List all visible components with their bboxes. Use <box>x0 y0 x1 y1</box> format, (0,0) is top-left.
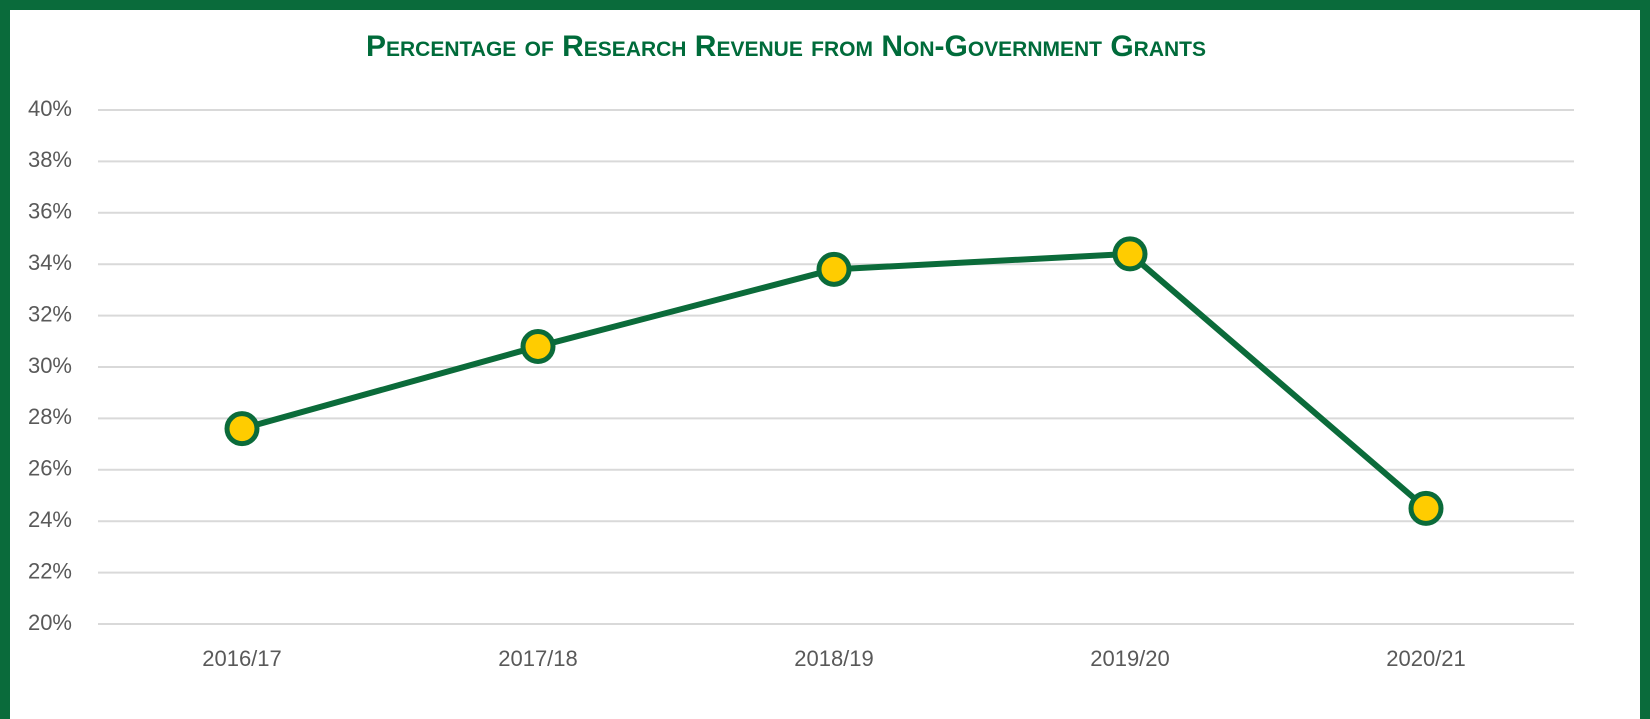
x-tick-label: 2020/21 <box>1386 646 1466 671</box>
x-tick-label: 2019/20 <box>1090 646 1170 671</box>
x-tick-label: 2017/18 <box>498 646 578 671</box>
y-tick-label: 32% <box>28 301 72 326</box>
y-tick-label: 22% <box>28 558 72 583</box>
marker <box>520 328 556 364</box>
y-tick-label: 28% <box>28 404 72 429</box>
chart-title: Percentage of Research Revenue from Non-… <box>366 30 1206 63</box>
marker <box>1408 490 1444 526</box>
y-tick-label: 26% <box>28 456 72 481</box>
chart-panel <box>10 10 1640 719</box>
marker <box>816 251 852 287</box>
y-tick-label: 34% <box>28 250 72 275</box>
marker <box>224 411 260 447</box>
y-tick-label: 30% <box>28 353 72 378</box>
x-tick-label: 2018/19 <box>794 646 874 671</box>
y-tick-label: 36% <box>28 199 72 224</box>
y-tick-label: 20% <box>28 610 72 635</box>
marker <box>1112 236 1148 272</box>
y-tick-label: 38% <box>28 147 72 172</box>
y-tick-label: 24% <box>28 507 72 532</box>
y-tick-label: 40% <box>28 96 72 121</box>
x-tick-label: 2016/17 <box>202 646 282 671</box>
